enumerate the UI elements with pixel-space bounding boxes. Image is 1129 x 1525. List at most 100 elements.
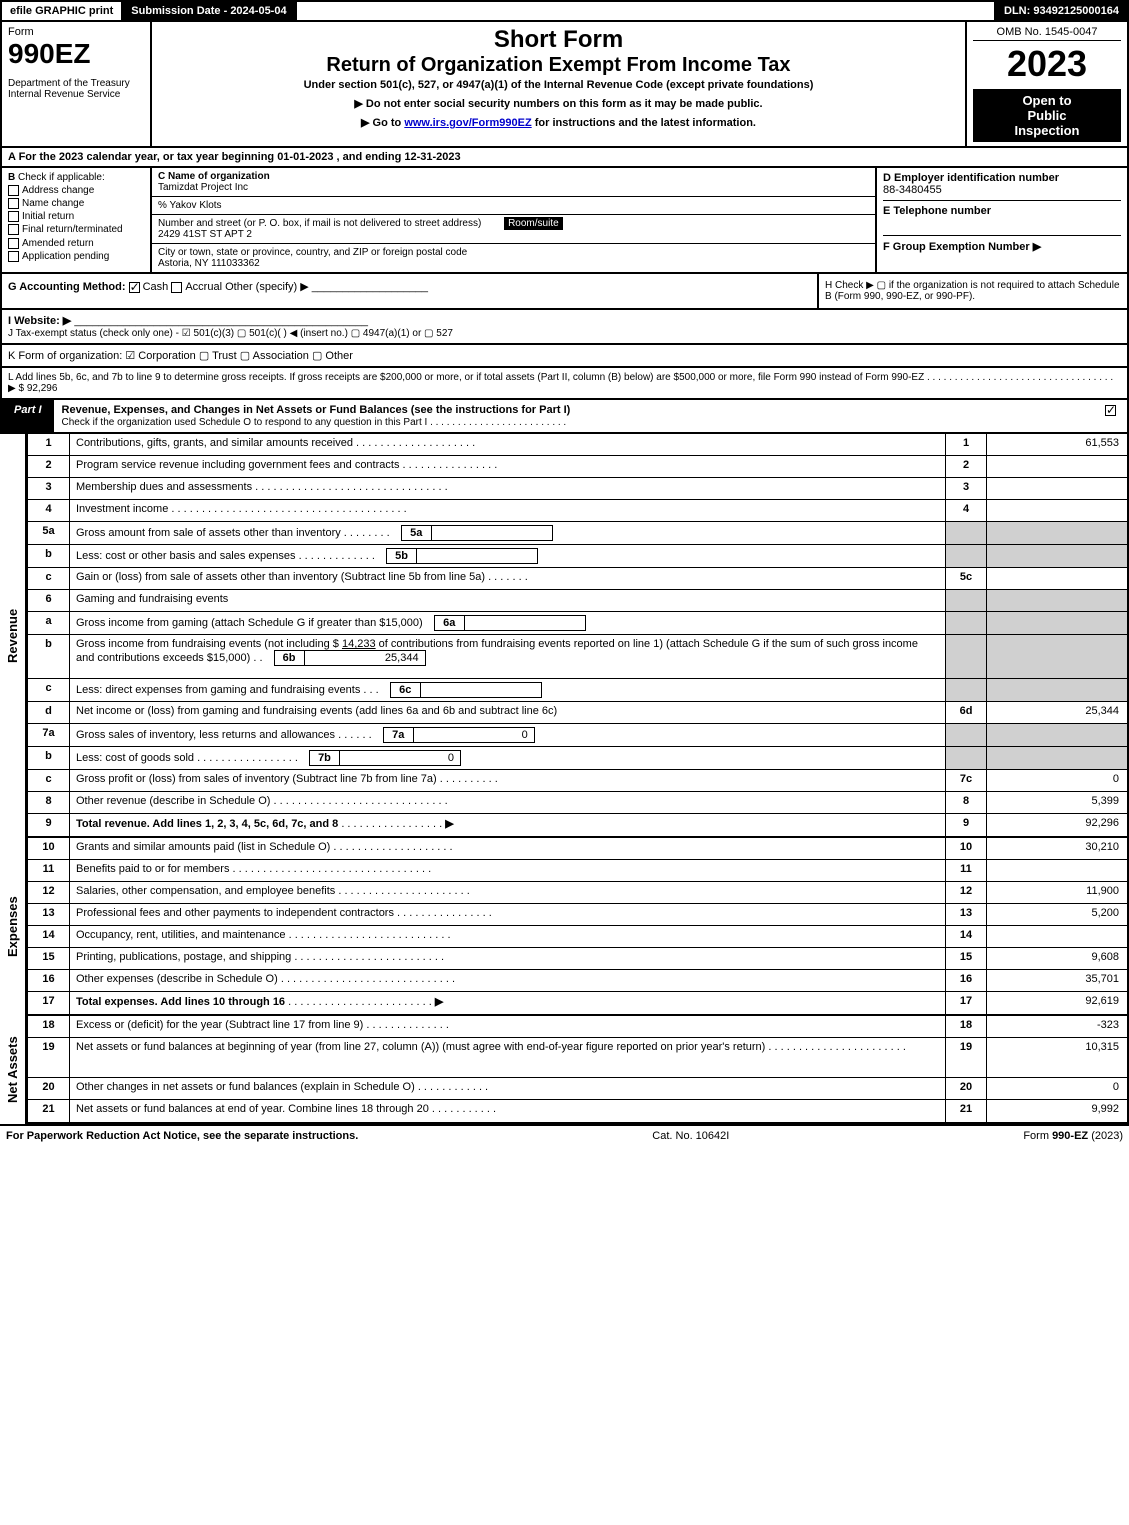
line-9: 9 Total revenue. Add lines 1, 2, 3, 4, 5… [28, 814, 1127, 836]
omb-number: OMB No. 1545-0047 [973, 26, 1121, 41]
line-20: 20 Other changes in net assets or fund b… [28, 1078, 1127, 1100]
line-8: 8 Other revenue (describe in Schedule O)… [28, 792, 1127, 814]
dept-irs: Internal Revenue Service [8, 89, 144, 100]
row-l-value: 92,296 [27, 383, 58, 394]
line-18: 18 Excess or (deficit) for the year (Sub… [28, 1016, 1127, 1038]
topbar-spacer [297, 2, 996, 20]
line-7a: 7a Gross sales of inventory, less return… [28, 724, 1127, 747]
line-16: 16 Other expenses (describe in Schedule … [28, 970, 1127, 992]
line-5c: c Gain or (loss) from sale of assets oth… [28, 568, 1127, 590]
form-number: 990EZ [8, 38, 144, 70]
line-6c: c Less: direct expenses from gaming and … [28, 679, 1127, 702]
chk-cash[interactable] [129, 282, 140, 293]
line-13: 13 Professional fees and other payments … [28, 904, 1127, 926]
cash-label: Cash [143, 281, 169, 293]
ein-value: 88-3480455 [883, 184, 942, 196]
g-label: G Accounting Method: [8, 281, 126, 293]
group-exemption-label: F Group Exemption Number ▶ [883, 241, 1041, 253]
phone-label: E Telephone number [883, 205, 991, 217]
other-label: Other (specify) ▶ [225, 281, 309, 293]
top-bar: efile GRAPHIC print Submission Date - 20… [0, 0, 1129, 22]
line-15: 15 Printing, publications, postage, and … [28, 948, 1127, 970]
note-goto: ▶ Go to www.irs.gov/Form990EZ for instru… [160, 116, 957, 129]
line-6d: d Net income or (loss) from gaming and f… [28, 702, 1127, 724]
form-header: Form 990EZ Department of the Treasury In… [0, 22, 1129, 148]
row-i-website: I Website: ▶ ___________________________… [0, 310, 1129, 345]
chk-final-return[interactable]: Final return/terminated [8, 224, 144, 235]
chk-initial-return[interactable]: Initial return [8, 211, 144, 222]
inspection-line3: Inspection [977, 123, 1117, 138]
street-value: 2429 41ST ST APT 2 [158, 229, 252, 240]
city-value: Astoria, NY 111033362 [158, 258, 260, 269]
arrow-icon: ▶ [445, 818, 453, 830]
chk-name-change[interactable]: Name change [8, 198, 144, 209]
city-label: City or town, state or province, country… [158, 247, 467, 258]
tax-year: 2023 [973, 43, 1121, 85]
part1-header: Part I Revenue, Expenses, and Changes in… [0, 400, 1129, 434]
revenue-side-label: Revenue [0, 434, 26, 838]
section-b: B Check if applicable: Address change Na… [2, 168, 152, 272]
tax-exempt-status: J Tax-exempt status (check only one) - ☑… [8, 328, 453, 339]
expenses-grid: 10 Grants and similar amounts paid (list… [26, 838, 1129, 1016]
c-name-label: C Name of organization [158, 171, 270, 182]
chk-amended[interactable]: Amended return [8, 238, 144, 249]
street-label: Number and street (or P. O. box, if mail… [158, 218, 481, 229]
line-2: 2 Program service revenue including gove… [28, 456, 1127, 478]
row-k: K Form of organization: ☑ Corporation ▢ … [0, 345, 1129, 368]
row-l-text: L Add lines 5b, 6c, and 7b to line 9 to … [8, 372, 1113, 394]
line-17: 17 Total expenses. Add lines 10 through … [28, 992, 1127, 1014]
footer-center: Cat. No. 10642I [652, 1130, 729, 1142]
website-label: I Website: ▶ [8, 315, 71, 327]
ein-label: D Employer identification number [883, 172, 1059, 184]
title-short-form: Short Form [160, 26, 957, 54]
arrow-icon: ▶ [435, 996, 443, 1008]
dept-treasury: Department of the Treasury [8, 78, 144, 89]
row-gh: G Accounting Method: Cash Accrual Other … [0, 274, 1129, 310]
line-6: 6 Gaming and fundraising events [28, 590, 1127, 612]
goto-post: for instructions and the latest informat… [532, 117, 756, 129]
form-label: Form [8, 26, 144, 38]
row-a-tax-year: A For the 2023 calendar year, or tax yea… [0, 148, 1129, 168]
open-inspection: Open to Public Inspection [973, 89, 1121, 142]
accrual-label: Accrual [185, 281, 222, 293]
line-11: 11 Benefits paid to or for members . . .… [28, 860, 1127, 882]
netassets-side-label: Net Assets [0, 1016, 26, 1124]
part1-tab: Part I [2, 400, 54, 432]
part1-subtitle: Check if the organization used Schedule … [62, 417, 567, 428]
line-5a: 5a Gross amount from sale of assets othe… [28, 522, 1127, 545]
line-7c: c Gross profit or (loss) from sales of i… [28, 770, 1127, 792]
goto-pre: ▶ Go to [361, 117, 404, 129]
line-6b: b Gross income from fundraising events (… [28, 635, 1127, 679]
part1-title: Revenue, Expenses, and Changes in Net As… [54, 400, 1097, 432]
expenses-side-label: Expenses [0, 838, 26, 1016]
section-c: C Name of organization Tamizdat Project … [152, 168, 877, 272]
care-of-block: % Yakov Klots [152, 197, 875, 215]
header-center: Short Form Return of Organization Exempt… [152, 22, 967, 146]
line-12: 12 Salaries, other compensation, and emp… [28, 882, 1127, 904]
line-21: 21 Net assets or fund balances at end of… [28, 1100, 1127, 1122]
part1-schedule-o-check[interactable] [1097, 400, 1127, 432]
chk-address-change[interactable]: Address change [8, 185, 144, 196]
city-block: City or town, state or province, country… [152, 244, 875, 272]
inspection-line2: Public [977, 108, 1117, 123]
efile-print[interactable]: efile GRAPHIC print [2, 2, 123, 20]
chk-app-pending[interactable]: Application pending [8, 251, 144, 262]
title-under-section: Under section 501(c), 527, or 4947(a)(1)… [160, 79, 957, 91]
header-left: Form 990EZ Department of the Treasury In… [2, 22, 152, 146]
irs-link[interactable]: www.irs.gov/Form990EZ [404, 117, 531, 129]
row-h: H Check ▶ ▢ if the organization is not r… [817, 274, 1127, 308]
dln: DLN: 93492125000164 [996, 2, 1127, 20]
chk-accrual[interactable] [171, 282, 182, 293]
row-l: L Add lines 5b, 6c, and 7b to line 9 to … [0, 368, 1129, 400]
note-ssn: ▶ Do not enter social security numbers o… [160, 97, 957, 110]
b-check-label: Check if applicable: [18, 172, 105, 183]
row-g: G Accounting Method: Cash Accrual Other … [2, 274, 817, 308]
line-3: 3 Membership dues and assessments . . . … [28, 478, 1127, 500]
netassets-grid: 18 Excess or (deficit) for the year (Sub… [26, 1016, 1129, 1124]
section-d: D Employer identification number 88-3480… [877, 168, 1127, 272]
room-suite-label: Room/suite [504, 217, 563, 230]
footer-right: Form 990-EZ (2023) [1023, 1130, 1123, 1142]
line-10: 10 Grants and similar amounts paid (list… [28, 838, 1127, 860]
line-4: 4 Investment income . . . . . . . . . . … [28, 500, 1127, 522]
street-block: Number and street (or P. O. box, if mail… [152, 215, 875, 244]
